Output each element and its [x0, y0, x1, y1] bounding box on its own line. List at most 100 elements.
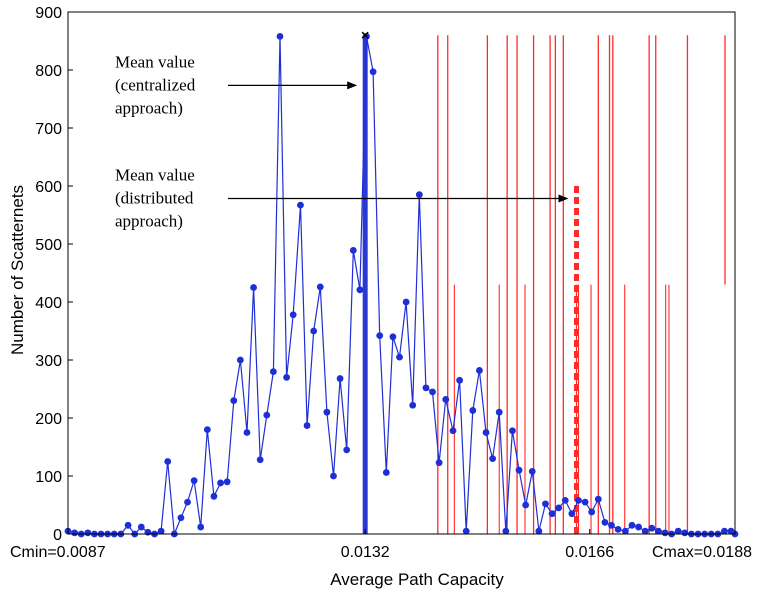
data-point	[509, 427, 516, 435]
data-point	[462, 527, 470, 535]
data-point	[415, 191, 423, 199]
arrow-head	[347, 81, 358, 90]
data-point	[203, 426, 211, 433]
data-point	[197, 523, 205, 531]
data-point	[661, 529, 669, 537]
data-point	[555, 504, 563, 512]
data-point	[614, 525, 622, 533]
data-point	[323, 408, 331, 416]
data-point	[635, 523, 642, 531]
data-point	[382, 469, 390, 476]
y-tick-label: 600	[35, 179, 62, 196]
y-tick-label: 100	[35, 469, 62, 486]
data-point	[330, 472, 337, 480]
data-point	[601, 519, 609, 526]
data-point	[608, 521, 615, 529]
annotation-text: Mean value	[115, 52, 195, 71]
data-point	[402, 298, 410, 306]
data-point	[349, 246, 357, 254]
data-point	[343, 446, 351, 454]
data-point	[429, 388, 436, 396]
data-point	[641, 527, 649, 535]
data-point	[489, 455, 497, 462]
data-point	[568, 510, 576, 518]
data-point	[681, 529, 689, 537]
data-point	[648, 524, 656, 532]
y-tick-label: 900	[35, 5, 62, 22]
data-point	[250, 284, 257, 291]
annotation-text: (centralized	[115, 75, 196, 94]
data-point	[482, 429, 490, 436]
data-point	[575, 496, 582, 504]
data-point	[376, 332, 384, 340]
data-point	[515, 466, 523, 474]
data-point	[654, 527, 662, 535]
y-tick-label: 400	[35, 295, 62, 312]
data-point	[469, 407, 477, 414]
x-tick-label: 0.0166	[565, 544, 614, 561]
axes: Average Path Capacity Number of Scattern…	[8, 5, 752, 589]
data-point	[124, 521, 132, 529]
plot-area	[64, 31, 739, 538]
data-point	[210, 492, 218, 500]
data-point	[409, 401, 417, 409]
data-point	[522, 501, 530, 509]
x-tick-label: 0.0132	[341, 544, 390, 561]
data-point	[422, 384, 430, 392]
x-tick-label: Cmax=0.0188	[652, 544, 752, 561]
annotation-text: Mean value	[115, 166, 195, 185]
x-axis-title: Average Path Capacity	[330, 570, 504, 589]
data-point	[276, 32, 284, 40]
data-point	[310, 327, 318, 335]
data-point	[243, 429, 251, 436]
data-point	[628, 521, 636, 529]
data-point	[289, 311, 297, 319]
data-point	[217, 479, 224, 487]
data-point	[230, 397, 238, 404]
y-tick-label: 300	[35, 353, 62, 370]
y-tick-label: 200	[35, 411, 62, 428]
data-point	[184, 498, 191, 506]
y-tick-label: 700	[35, 121, 62, 138]
data-point	[476, 367, 483, 374]
y-axis-title: Number of Scatternets	[8, 185, 27, 355]
data-point	[144, 528, 152, 536]
data-point	[177, 514, 185, 522]
data-point	[236, 356, 244, 364]
data-point	[396, 353, 403, 361]
data-point	[316, 283, 324, 291]
y-tick-label: 800	[35, 63, 62, 80]
data-point	[528, 467, 536, 475]
data-point	[435, 459, 443, 467]
data-point	[256, 456, 264, 464]
data-point	[164, 458, 172, 465]
data-point	[356, 286, 364, 294]
data-point	[369, 68, 377, 76]
plot-frame	[67, 11, 736, 535]
arrow-head	[558, 194, 569, 203]
data-point	[594, 495, 602, 503]
peak-marker	[361, 31, 369, 39]
data-point	[561, 496, 569, 504]
annotation-text: approach)	[115, 98, 183, 117]
y-tick-label: 500	[35, 237, 62, 254]
data-point	[389, 333, 397, 341]
data-point	[190, 477, 198, 485]
data-point	[263, 411, 271, 419]
data-point	[721, 527, 728, 535]
data-point	[456, 376, 464, 384]
data-point	[621, 527, 629, 535]
data-point	[442, 396, 450, 403]
annotations: Mean value (centralized approach) Mean valu…	[115, 52, 569, 231]
data-point	[502, 527, 510, 535]
data-point	[71, 529, 79, 537]
data-point	[137, 523, 145, 531]
data-point	[269, 368, 277, 375]
data-point	[449, 427, 457, 435]
data-point	[297, 201, 304, 209]
annotation-text: (distributed	[115, 189, 194, 208]
data-point	[495, 408, 503, 416]
data-point	[223, 478, 231, 486]
annotation-text: approach)	[115, 212, 183, 231]
data-point	[303, 422, 311, 429]
